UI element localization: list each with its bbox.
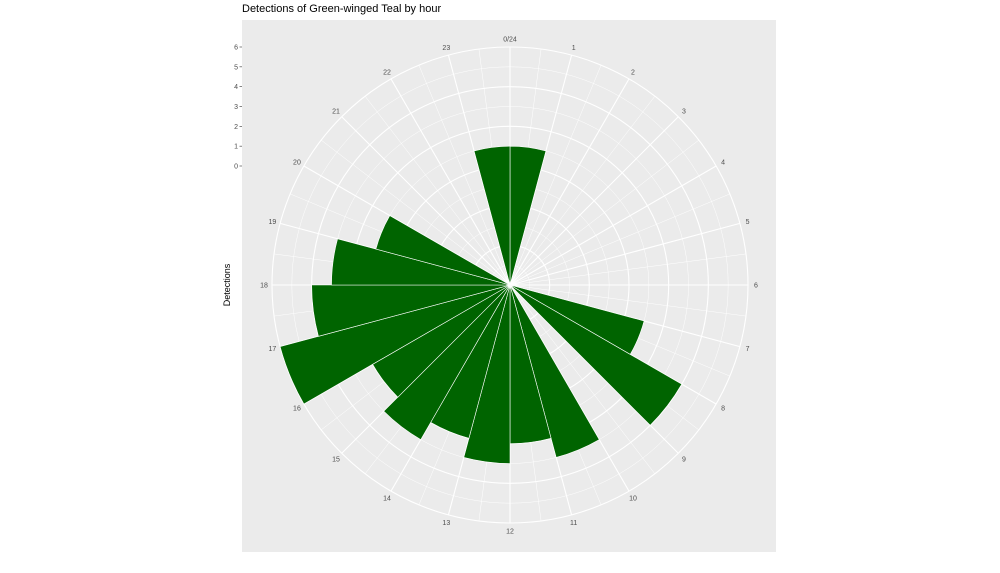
hour-tick-label: 6: [754, 283, 758, 290]
y-tick-label: 3: [234, 104, 238, 111]
hour-tick-label: 7: [746, 346, 750, 353]
hour-tick-label: 20: [293, 160, 301, 167]
hour-tick-label: 10: [629, 496, 637, 503]
hour-tick-label: 21: [332, 109, 340, 116]
hour-tick-label: 0/24: [503, 37, 517, 44]
hour-tick-label: 16: [293, 406, 301, 413]
chart-title: Detections of Green-winged Teal by hour: [242, 3, 441, 15]
grid-spoke: [509, 284, 656, 474]
y-tick-label: 5: [234, 64, 238, 71]
hour-tick-label: 17: [268, 346, 276, 353]
hour-tick-label: 11: [570, 520, 577, 527]
grid-spoke: [509, 116, 679, 286]
y-tick-labels: 0 1 2 3 4 5 6: [234, 45, 242, 171]
hour-tick-label: 8: [721, 406, 725, 413]
grid-spoke: [509, 284, 746, 317]
hour-tick-labels: 0/24123456789101112131415161718192021222…: [260, 37, 758, 536]
bar-hour-16: [279, 284, 511, 405]
hour-tick-label: 15: [332, 456, 340, 463]
grid-spoke: [509, 253, 746, 286]
y-tick-label: 0: [234, 164, 238, 171]
grid-spoke: [321, 139, 511, 286]
hour-tick-label: 2: [631, 69, 635, 76]
grid-spoke: [509, 65, 602, 286]
grid-spoke: [418, 65, 511, 286]
grid-spoke: [509, 222, 741, 286]
hour-tick-label: 23: [442, 45, 450, 52]
hour-tick-label: 18: [260, 283, 268, 290]
grid-spoke: [509, 78, 630, 286]
hour-tick-label: 12: [506, 529, 514, 536]
hour-tick-label: 3: [682, 109, 686, 116]
bar-hour-17: [311, 284, 511, 337]
bar-hour-19: [375, 215, 511, 286]
bars: [279, 145, 683, 464]
hour-tick-label: 13: [442, 520, 450, 527]
hour-tick-label: 14: [383, 496, 391, 503]
grid-spoke: [390, 78, 511, 286]
bar-hour-14: [383, 284, 511, 440]
grid-spoke: [509, 165, 717, 286]
grid-spoke: [509, 139, 699, 286]
bar-hour-18: [331, 238, 511, 286]
y-tick-label: 4: [234, 84, 238, 91]
bar-hour-10: [509, 284, 600, 458]
bar-hour-12: [463, 284, 511, 464]
hour-tick-label: 1: [572, 45, 576, 52]
y-tick-label: 1: [234, 144, 238, 151]
bar-hour-8: [509, 284, 683, 426]
grid-spoke: [509, 96, 656, 286]
hour-tick-label: 22: [383, 69, 391, 76]
grid-spoke: [341, 116, 511, 286]
y-tick-label: 2: [234, 124, 238, 131]
bar-hour-23: [473, 145, 511, 286]
grid-spoke: [364, 96, 511, 286]
y-tick-label: 6: [234, 45, 238, 52]
y-axis-label: Detections: [222, 263, 232, 306]
hour-tick-label: 4: [721, 160, 725, 167]
hour-tick-label: 5: [746, 219, 750, 226]
grid-spoke: [509, 193, 730, 286]
hour-tick-label: 19: [268, 219, 276, 226]
hour-tick-label: 9: [682, 456, 686, 463]
